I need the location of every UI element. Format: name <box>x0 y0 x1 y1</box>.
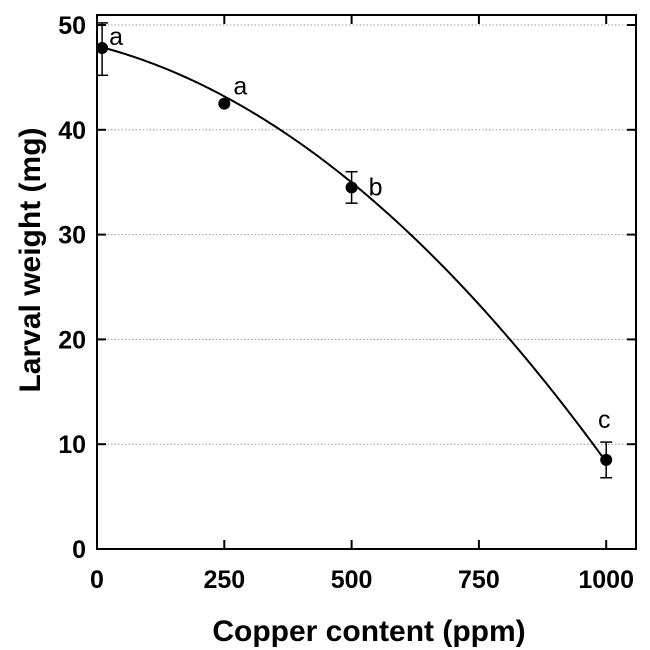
x-tick-label-0: 0 <box>90 566 104 594</box>
data-label-1: a <box>233 73 247 101</box>
y-tick-label-0: 0 <box>72 536 86 564</box>
point-layer: a a b c <box>96 22 613 479</box>
fit-curve <box>96 44 608 463</box>
x-tick-label-1000: 1000 <box>578 566 634 594</box>
data-point-1 <box>218 97 231 110</box>
frame-layer <box>96 14 637 550</box>
data-point-0 <box>96 42 109 55</box>
data-point-3 <box>600 453 613 466</box>
y-tick-label-50: 50 <box>58 12 86 40</box>
data-label-0: a <box>109 23 123 51</box>
y-tick-label-30: 30 <box>58 222 86 250</box>
data-label-3: c <box>598 406 611 434</box>
data-point-2 <box>345 181 358 194</box>
y-tick-label-20: 20 <box>58 326 86 354</box>
y-tick-label-40: 40 <box>58 117 86 145</box>
x-axis-title: Copper content (ppm) <box>212 615 525 648</box>
data-label-2: b <box>369 173 383 201</box>
y-axis-title: Larval weight (mg) <box>14 127 47 392</box>
x-tick-label-500: 500 <box>331 566 373 594</box>
grid-layer <box>97 24 636 445</box>
x-tick-label-250: 250 <box>203 566 245 594</box>
y-tick-label-10: 10 <box>58 431 86 459</box>
plot-frame <box>96 14 637 550</box>
x-tick-label-750: 750 <box>458 566 500 594</box>
curve-layer <box>96 44 608 463</box>
tick-layer: 0 250 500 750 1000 0 10 20 30 40 50 <box>58 12 636 594</box>
